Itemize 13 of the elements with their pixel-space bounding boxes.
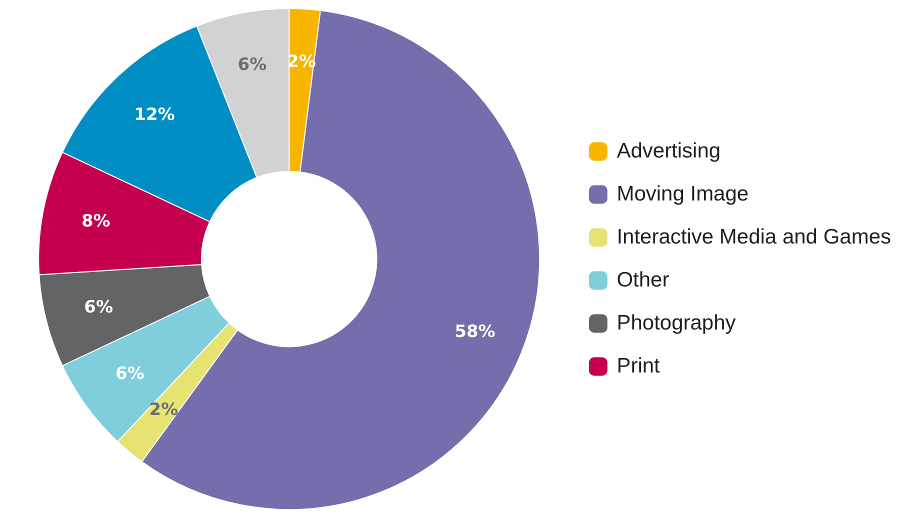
legend-label: Photography	[616, 311, 736, 334]
legend-label: Other	[616, 268, 670, 292]
legend-label: Advertising	[616, 139, 721, 162]
legend-label: Interactive Media and Games	[616, 225, 892, 248]
legend-label: Print	[616, 354, 660, 378]
legend-label: Moving Image	[616, 182, 749, 206]
data-label: 6%	[116, 364, 144, 384]
data-label: 6%	[238, 55, 267, 76]
data-label: 2%	[149, 400, 178, 420]
data-label: 6%	[84, 297, 114, 318]
data-label: 58%	[454, 322, 496, 342]
data-label: 8%	[81, 212, 110, 232]
data-label: 12%	[134, 105, 175, 126]
